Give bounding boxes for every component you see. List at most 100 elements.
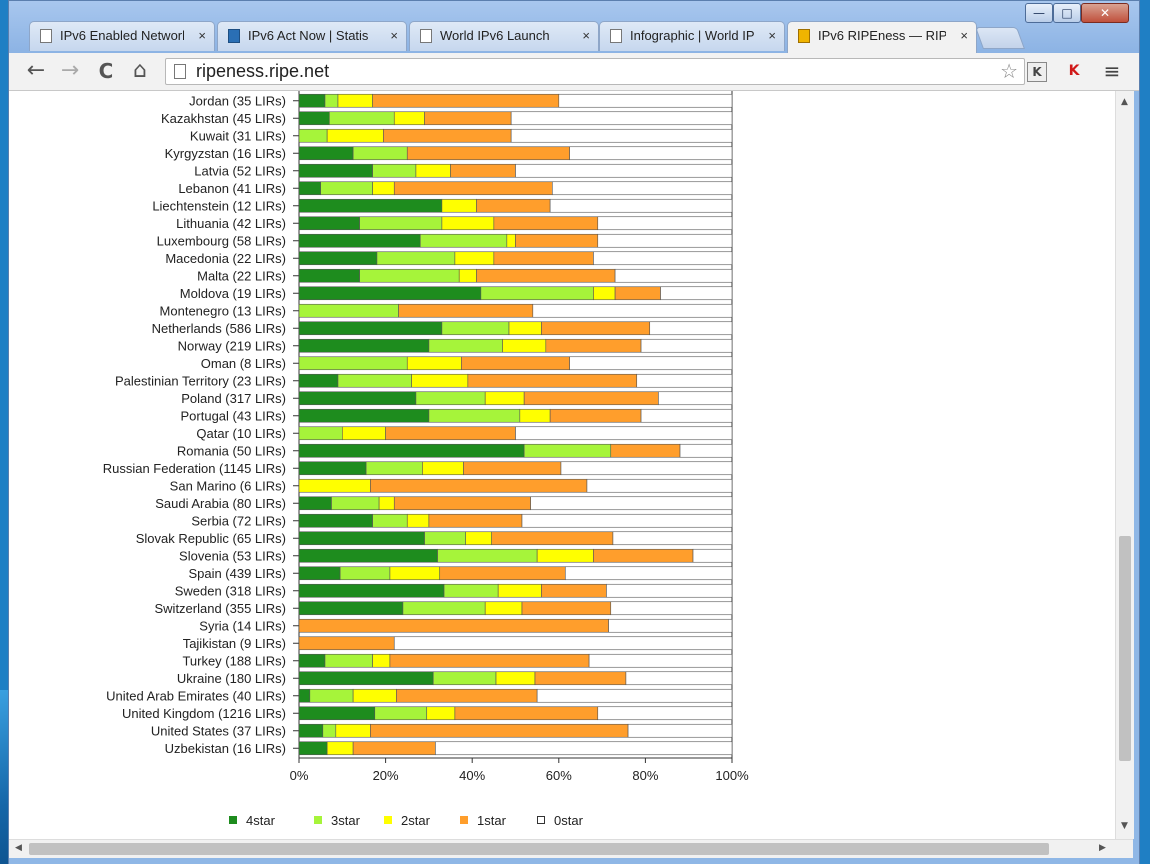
bar-segment-2star (326, 128, 384, 143)
page-icon (40, 29, 52, 43)
bar-segment-1star (372, 93, 560, 108)
bar-segment-3star (331, 496, 380, 511)
tab-close-icon[interactable]: × (960, 28, 968, 43)
tab-label: World IPv6 Launch (440, 28, 550, 43)
vertical-scrollbar[interactable]: ▲ ▼ (1115, 91, 1134, 839)
tab-close-icon[interactable]: × (768, 28, 776, 43)
bar-segment-0star (515, 426, 733, 441)
reload-button[interactable]: C (98, 59, 114, 83)
bar-segment-0star (435, 741, 733, 756)
country-label: Poland (317 LIRs) (181, 391, 286, 406)
bar-segment-1star (493, 251, 594, 266)
bar-segment-2star (411, 373, 469, 388)
bar-segment-1star (541, 583, 607, 598)
bar-segment-2star (406, 356, 462, 371)
bar-segment-2star (458, 268, 477, 283)
bar-segment-1star (298, 618, 609, 633)
scroll-right-icon[interactable]: ▶ (1099, 843, 1106, 853)
tab-infographic[interactable]: Infographic | World IP × (599, 21, 785, 51)
bar-segment-0star (552, 181, 733, 196)
bar-segment-1star (614, 286, 661, 301)
legend-label: 0star (554, 813, 583, 828)
page-icon (174, 64, 186, 79)
bar-segment-3star (424, 531, 467, 546)
bar-segment-0star (549, 198, 733, 213)
bar-segment-3star (437, 548, 538, 563)
bar-segment-3star (441, 321, 510, 336)
bar-segment-2star (484, 601, 523, 616)
forward-button[interactable]: → (60, 58, 80, 83)
tab-ipv6-ripeness[interactable]: IPv6 RIPEness — RIP × (787, 21, 977, 53)
bar-segment-3star (324, 93, 339, 108)
title-bar: — □ ✕ IPv6 Enabled Network × IPv6 Act No… (9, 1, 1139, 53)
bar-segment-0star (627, 723, 733, 738)
country-label: Lithuania (42 LIRs) (176, 216, 286, 231)
bar-segment-0star (532, 303, 733, 318)
tab-world-ipv6-launch[interactable]: World IPv6 Launch × (409, 21, 599, 51)
bar-segment-1star (549, 408, 642, 423)
page-icon (420, 29, 432, 43)
bookmark-star-icon[interactable]: ☆ (1000, 59, 1018, 83)
country-label: United Kingdom (1216 LIRs) (122, 706, 286, 721)
bar-segment-3star (415, 391, 486, 406)
country-label: Oman (8 LIRs) (201, 356, 286, 371)
tab-ipv6-enabled-network[interactable]: IPv6 Enabled Network × (29, 21, 215, 51)
legend-label: 4star (246, 813, 275, 828)
back-button[interactable]: ← (26, 58, 46, 83)
x-tick-label: 40% (459, 768, 485, 783)
bar-segment-0star (558, 93, 733, 108)
tab-close-icon[interactable]: × (390, 28, 398, 43)
kaspersky-icon[interactable]: K (1068, 63, 1080, 79)
page-content: 0% 20% 40% 60% 80% 100% Jordan (35 LIRs) Kazakh… (9, 91, 1115, 839)
k-extension-icon[interactable]: K (1027, 62, 1047, 82)
vertical-scroll-thumb[interactable] (1119, 536, 1131, 761)
bar-segment-4star (298, 601, 404, 616)
bar-segment-4star (298, 216, 360, 231)
close-window-button[interactable]: ✕ (1081, 3, 1129, 23)
maximize-button[interactable]: □ (1053, 3, 1081, 23)
bar-segment-4star (298, 233, 421, 248)
scroll-up-icon[interactable]: ▲ (1121, 97, 1128, 107)
home-button[interactable]: ⌂ (133, 58, 147, 83)
minimize-button[interactable]: — (1025, 3, 1053, 23)
country-label: Palestinian Territory (23 LIRs) (115, 373, 286, 388)
bar-segment-3star (402, 601, 486, 616)
menu-icon[interactable]: ≡ (1103, 59, 1121, 83)
bar-segment-2star (426, 706, 456, 721)
horizontal-scroll-thumb[interactable] (29, 843, 1049, 855)
tab-close-icon[interactable]: × (198, 28, 206, 43)
bar-segment-1star (396, 688, 538, 703)
tab-ipv6-act-now[interactable]: IPv6 Act Now | Statis × (217, 21, 407, 51)
scroll-left-icon[interactable]: ◀ (15, 843, 22, 853)
bar-segment-1star (515, 233, 599, 248)
x-tick-label: 60% (546, 768, 572, 783)
new-tab-button[interactable] (974, 27, 1026, 49)
bar-segment-3star (374, 706, 428, 721)
bar-segment-1star (389, 653, 590, 668)
bar-segment-1star (454, 706, 599, 721)
bar-segment-3star (298, 356, 408, 371)
tab-close-icon[interactable]: × (582, 28, 590, 43)
x-tick-label: 20% (373, 768, 399, 783)
bar-segment-0star (636, 373, 733, 388)
bar-segment-0star (679, 443, 733, 458)
country-label: Jordan (35 LIRs) (189, 93, 286, 108)
bar-segment-2star (341, 426, 386, 441)
address-bar[interactable]: ripeness.ripe.net ☆ (165, 58, 1025, 85)
bar-segment-3star (372, 163, 417, 178)
scroll-down-icon[interactable]: ▼ (1121, 821, 1128, 831)
bar-segment-3star (339, 566, 391, 581)
horizontal-scrollbar[interactable]: ◀ ▶ (9, 839, 1133, 858)
bar-segment-3star (365, 461, 423, 476)
bar-segment-4star (298, 251, 378, 266)
bar-segment-0star (610, 601, 733, 616)
legend-swatch (384, 816, 392, 824)
country-label: Lebanon (41 LIRs) (178, 181, 286, 196)
bar-segment-1star (370, 478, 588, 493)
bar-segment-4star (298, 583, 445, 598)
bar-segment-4star (298, 513, 373, 528)
bar-segment-1star (493, 216, 599, 231)
x-tick-label: 0% (290, 768, 309, 783)
bar-segment-4star (298, 741, 328, 756)
country-label: Portugal (43 LIRs) (181, 408, 287, 423)
